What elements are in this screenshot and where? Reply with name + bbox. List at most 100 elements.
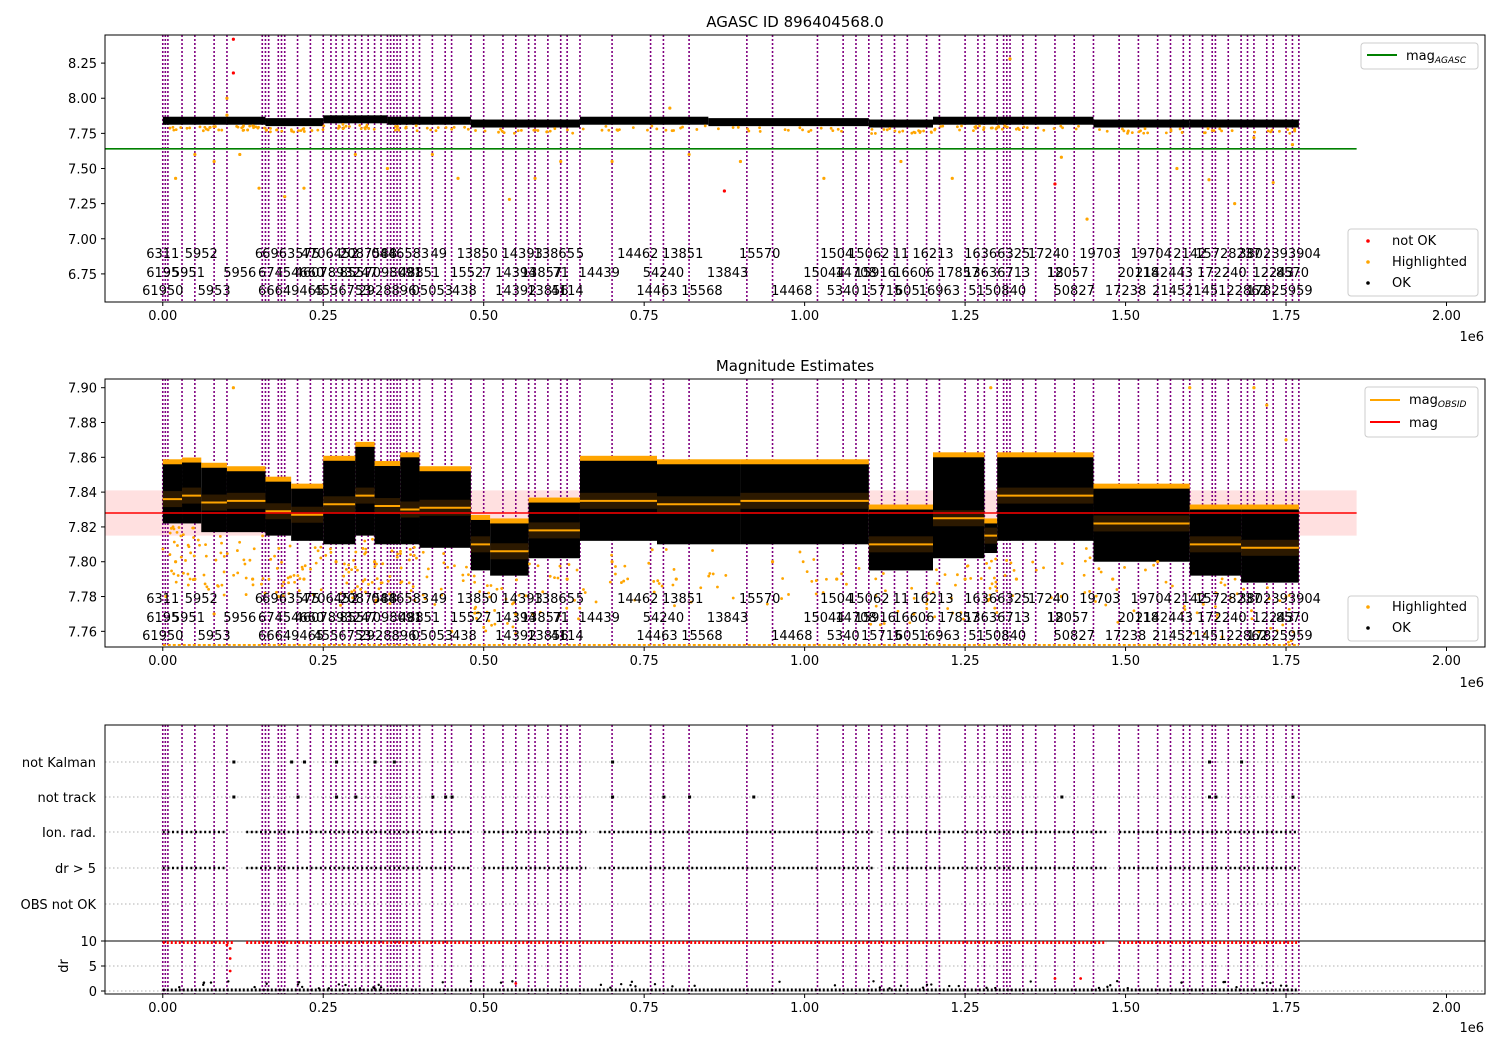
middle-highlighted-point — [267, 577, 271, 581]
top-highlighted-point — [703, 124, 707, 128]
top-ok-band — [323, 115, 388, 124]
top-obs-label: 15568 — [681, 284, 722, 299]
top-highlighted-point — [1105, 129, 1109, 133]
top-highlighted-point — [758, 130, 762, 133]
top-highlighted-point — [566, 128, 569, 132]
middle-highlighted-point — [351, 596, 354, 600]
top-ok-band — [708, 118, 869, 127]
middle-highlighted-point — [303, 564, 307, 568]
middle-highlighted-point — [495, 587, 499, 591]
top-legend-lines[interactable]: magAGASC — [1360, 42, 1479, 70]
top-highlighted-point — [302, 186, 306, 190]
middle-obs-label: 13851 — [662, 592, 703, 607]
middle-highlighted-point — [473, 607, 477, 611]
middle-highlighted-point — [329, 550, 333, 554]
middle-highlighted-point — [314, 561, 318, 565]
middle-highlighted-point — [1242, 587, 1246, 591]
middle-highlighted-point — [277, 547, 281, 550]
middle-highlighted-point — [287, 581, 290, 585]
middle-highlighted-point — [1250, 609, 1253, 613]
middle-highlighted-point — [168, 531, 172, 535]
middle-highlighted-point — [374, 598, 378, 602]
middle-title: Magnitude Estimates — [716, 357, 874, 375]
middle-highlighted-point — [1183, 605, 1186, 608]
middle-highlighted-point — [541, 590, 545, 594]
middle-highlighted-point — [261, 534, 264, 538]
middle-highlighted-point — [1060, 562, 1064, 565]
middle-obs-label: 4607893247 — [295, 611, 378, 626]
middle-obs-label: 5956 — [223, 611, 256, 626]
top-highlighted-point — [1085, 217, 1089, 221]
top-legend-points[interactable]: not OK Highlighted OK — [1347, 228, 1479, 297]
middle-obs-label: 12243 — [1253, 611, 1294, 626]
top-highlighted-point — [359, 127, 363, 131]
middle-highlighted-band — [470, 514, 491, 522]
top-highlighted-point — [225, 113, 229, 117]
middle-highlighted-point — [412, 545, 416, 549]
middle-highlighted-point — [1278, 599, 1282, 603]
middle-obs-label: 8557098091 — [340, 611, 423, 626]
bottom-xtick-label: 0.00 — [148, 1001, 177, 1016]
middle-obs-label: 17240 — [1028, 592, 1069, 607]
middle-highlighted-point — [926, 598, 929, 602]
middle-highlighted-point — [989, 386, 993, 390]
middle-highlighted-point — [912, 612, 916, 616]
middle-highlighted-point — [192, 554, 196, 558]
top-ok-band — [470, 119, 580, 128]
middle-highlighted-point — [896, 609, 900, 613]
middle-highlighted-point — [170, 569, 173, 573]
middle-obs-label: 6195 — [146, 611, 179, 626]
top-highlighted-point — [264, 128, 268, 132]
middle-highlighted-point — [179, 534, 183, 538]
middle-highlighted-point — [232, 573, 236, 577]
middle-highlighted-point — [1287, 607, 1291, 611]
middle-highlighted-point — [995, 611, 999, 615]
top-obs-label: 15916 — [855, 266, 896, 281]
bottom-flag-point — [302, 760, 306, 764]
top-obs-label: 50827 — [1054, 284, 1095, 299]
top-obs-label: 14468 — [771, 284, 812, 299]
middle-obs-label: 13843 — [707, 611, 748, 626]
middle-highlighted-point — [186, 572, 190, 576]
middle-axes-frame — [104, 378, 1486, 648]
top-obs-label: 8557098091 — [340, 266, 423, 281]
bottom-dr-ok-scatter — [930, 983, 933, 986]
top-highlighted-point — [783, 128, 787, 131]
middle-highlighted-point — [1084, 547, 1088, 550]
bottom-flag-point — [1214, 795, 1218, 799]
middle-highlighted-point — [1123, 566, 1126, 569]
top-xtick-label: 0.75 — [630, 309, 659, 324]
top-obs-label: 2142 — [1173, 247, 1206, 262]
top-obs-label: 4706452 — [301, 247, 359, 262]
middle-legend-points[interactable]: Highlighted OK — [1347, 595, 1479, 642]
middle-highlighted-point — [943, 573, 947, 577]
middle-highlighted-point — [504, 597, 508, 601]
middle-highlighted-point — [874, 577, 878, 581]
top-highlighted-point — [1042, 128, 1046, 132]
bottom-dr-ok-scatter — [872, 980, 875, 983]
middle-highlighted-point — [821, 591, 825, 594]
top-highlighted-point — [507, 197, 511, 202]
middle-highlighted-point — [409, 553, 412, 557]
top-ytick-label: 8.25 — [68, 57, 97, 72]
middle-highlighted-point — [446, 565, 450, 569]
middle-xtick-label: 0.00 — [148, 654, 177, 669]
middle-highlighted-point — [963, 577, 967, 581]
top-obs-label: 2087588 — [339, 247, 397, 262]
top-highlighted-point — [297, 129, 300, 132]
middle-highlighted-point — [514, 612, 518, 616]
middle-highlighted-point — [506, 622, 509, 625]
middle-highlighted-point — [205, 585, 209, 589]
middle-highlighted-point — [287, 592, 291, 596]
top-highlighted-point — [1022, 125, 1026, 129]
top-obs-label: 16963 — [919, 284, 960, 299]
bottom-dr-ok-scatter — [300, 985, 304, 989]
top-obs-label: 49 — [430, 247, 447, 262]
middle-highlighted-point — [994, 585, 998, 589]
top-highlighted-point — [1059, 124, 1063, 128]
middle-highlighted-point — [400, 580, 404, 584]
middle-legend-lines[interactable]: magOBSID mag — [1364, 386, 1479, 438]
top-highlighted-point — [1203, 131, 1207, 135]
top-obs-label: 0446583 — [371, 247, 429, 262]
